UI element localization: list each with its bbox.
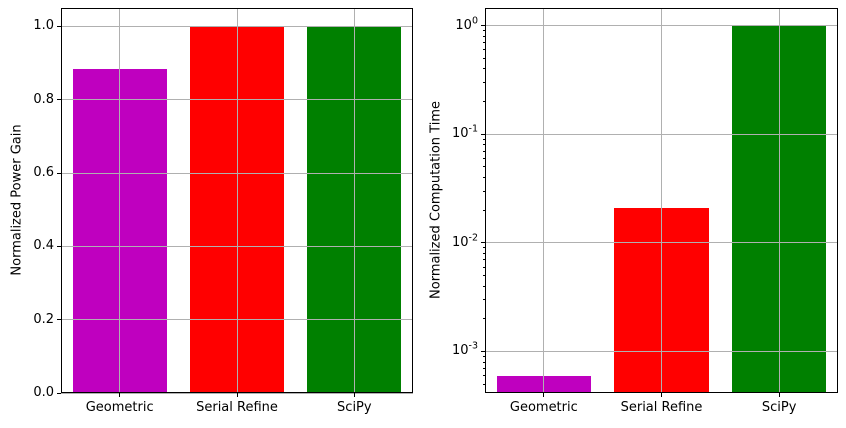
exponent: -3 <box>468 341 478 353</box>
y-minor-tick <box>482 247 485 249</box>
y-tick-label: 0.6 <box>33 165 54 180</box>
y-major-tick <box>481 133 485 135</box>
x-tick-label-geometric: Geometric <box>85 400 154 415</box>
x-tick <box>661 393 662 397</box>
y-minor-tick <box>482 259 485 261</box>
y-minor-tick <box>482 356 485 357</box>
v-gridline <box>778 8 780 393</box>
exponent: -2 <box>468 232 478 244</box>
y-major-tick <box>57 392 61 394</box>
y-minor-tick <box>482 285 485 287</box>
y-minor-tick <box>482 68 485 70</box>
x-tick <box>236 393 238 397</box>
y-minor-tick <box>482 101 485 102</box>
y-minor-tick <box>482 275 485 277</box>
y-minor-tick <box>482 190 485 192</box>
y-minor-tick <box>482 150 485 152</box>
x-tick <box>119 393 121 397</box>
y-tick-label: 10-3 <box>451 341 478 359</box>
x-tick-label-serial-refine: Serial Refine <box>620 400 703 415</box>
y-tick-label: 100 <box>455 15 478 33</box>
v-gridline <box>661 8 662 393</box>
v-gridline <box>543 8 545 393</box>
plot-border <box>485 8 838 393</box>
y-major-tick <box>481 350 485 352</box>
y-minor-tick <box>482 49 485 51</box>
v-gridline <box>236 8 238 393</box>
y-minor-tick <box>482 35 485 37</box>
y-major-tick <box>57 245 61 247</box>
y-minor-tick <box>482 138 485 140</box>
x-tick-label-scipy: SciPy <box>761 400 797 415</box>
y-minor-tick <box>482 299 485 301</box>
y-minor-tick <box>482 144 485 146</box>
y-minor-tick <box>482 361 485 363</box>
y-major-tick <box>481 25 485 27</box>
plot-border <box>61 8 413 393</box>
y-tick-label: 0.4 <box>33 238 54 254</box>
y-minor-tick <box>482 252 485 254</box>
y-major-tick <box>57 319 61 321</box>
x-tick <box>778 393 780 397</box>
y-tick-label: 0.2 <box>33 311 54 327</box>
y-major-tick <box>57 172 61 174</box>
v-gridline <box>353 8 355 393</box>
y-minor-tick <box>482 81 485 83</box>
y-minor-tick <box>482 367 485 369</box>
y-minor-tick <box>482 30 485 31</box>
y-minor-tick <box>482 177 485 178</box>
y-minor-tick <box>482 41 485 43</box>
y-tick-label: 0.8 <box>33 91 54 107</box>
x-tick <box>543 393 545 397</box>
y-minor-tick <box>482 209 485 211</box>
y-tick-label: 10-1 <box>451 123 478 142</box>
y-major-tick <box>481 242 485 244</box>
y-tick-label: 10-2 <box>451 232 478 250</box>
y-minor-tick <box>482 266 485 268</box>
y-minor-tick <box>482 157 485 159</box>
x-tick-label-geometric: Geometric <box>509 400 578 415</box>
y-minor-tick <box>482 318 485 320</box>
exponent: -1 <box>468 123 478 135</box>
y-tick-label: 1.0 <box>33 18 54 34</box>
y-minor-tick <box>482 166 485 168</box>
y-minor-tick <box>482 57 485 59</box>
exponent: 0 <box>471 15 478 27</box>
x-tick <box>353 393 355 397</box>
x-tick-label-serial-refine: Serial Refine <box>196 400 278 415</box>
v-gridline <box>119 8 121 393</box>
y-tick-label: 0.0 <box>33 385 54 400</box>
x-tick-label-scipy: SciPy <box>337 400 372 415</box>
y-minor-tick <box>482 375 485 377</box>
y-major-tick <box>57 99 61 101</box>
y-major-tick <box>57 25 61 27</box>
y-minor-tick <box>482 383 485 385</box>
